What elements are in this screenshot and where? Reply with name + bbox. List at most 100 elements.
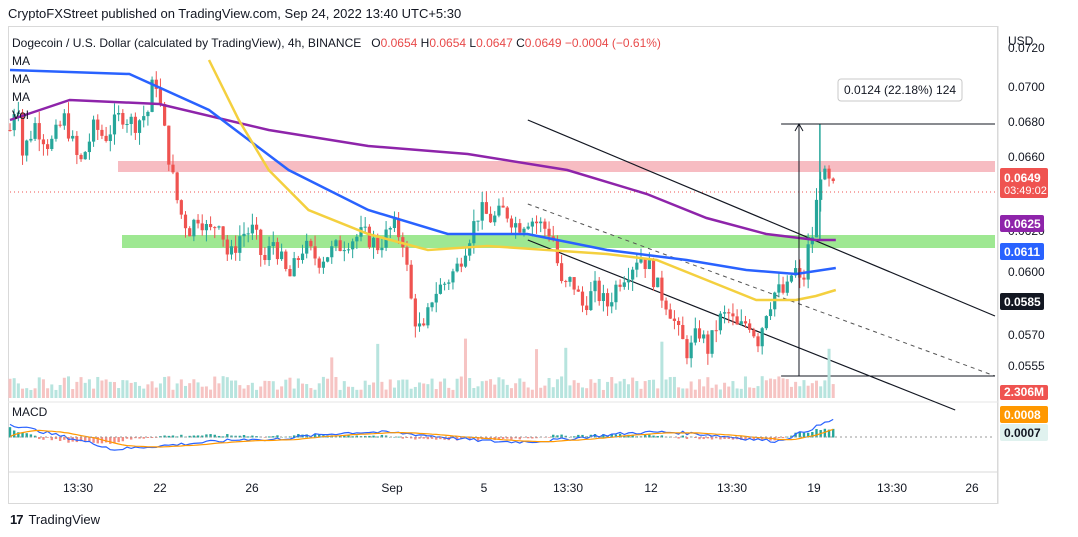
volume-bar bbox=[580, 387, 584, 398]
candle-down bbox=[221, 226, 225, 240]
volume-bar bbox=[706, 377, 710, 398]
macd-hist-bar bbox=[393, 436, 396, 438]
volume-bar bbox=[67, 376, 71, 398]
volume-bar bbox=[760, 376, 764, 398]
macd-hist-bar bbox=[17, 432, 20, 438]
candle-up bbox=[760, 328, 764, 347]
indicator-ma-50[interactable]: MA bbox=[12, 90, 30, 104]
currency-label: USD bbox=[1008, 34, 1034, 48]
macd-hist-bar bbox=[25, 433, 28, 438]
volume-bar bbox=[87, 379, 91, 398]
macd-hist-bar bbox=[698, 437, 701, 440]
candle-up bbox=[593, 280, 597, 292]
candle-down bbox=[208, 224, 213, 228]
macd-hist-bar bbox=[129, 437, 133, 440]
candle-up bbox=[514, 223, 518, 228]
macd-hist-bar bbox=[188, 435, 191, 438]
candle-up bbox=[50, 138, 54, 149]
open-label: O bbox=[371, 36, 381, 50]
candle-up bbox=[292, 258, 296, 277]
candle-down bbox=[259, 229, 263, 255]
candle-down bbox=[564, 281, 568, 283]
candle-down bbox=[288, 268, 292, 277]
candle-up bbox=[463, 255, 468, 267]
volume-bar bbox=[209, 389, 213, 398]
volume-bar bbox=[555, 379, 559, 398]
candle-up bbox=[480, 202, 484, 221]
candle-up bbox=[451, 271, 455, 283]
volume-bar bbox=[62, 377, 66, 398]
macd-hist-bar bbox=[288, 436, 292, 438]
volume-bar bbox=[430, 378, 434, 398]
macd-hist-bar bbox=[677, 437, 680, 439]
macd-hist-bar bbox=[422, 437, 425, 439]
candle-down bbox=[668, 309, 672, 319]
candle-down bbox=[154, 79, 158, 89]
tradingview-logo-icon: 17 bbox=[10, 512, 24, 527]
macd-hist-bar bbox=[134, 437, 137, 439]
volume-bar bbox=[234, 380, 238, 398]
candle-up bbox=[125, 124, 129, 126]
price-tick-label: 0.0700 bbox=[1008, 80, 1045, 94]
volume-bar bbox=[163, 376, 167, 398]
candle-up bbox=[229, 246, 234, 255]
volume-bar bbox=[200, 386, 204, 398]
volume-bar bbox=[547, 378, 551, 398]
indicator-volume[interactable]: Vol bbox=[12, 108, 29, 122]
indicator-ma-200[interactable]: MA bbox=[12, 54, 30, 68]
volume-bar bbox=[41, 379, 45, 398]
volume-bar bbox=[810, 383, 814, 398]
macd-indicator-label[interactable]: MACD bbox=[12, 405, 48, 419]
volume-bar bbox=[631, 377, 635, 398]
volume-bar bbox=[242, 388, 246, 398]
candle-up bbox=[150, 79, 154, 112]
macd-hist-bar bbox=[88, 437, 91, 442]
volume-bar bbox=[138, 385, 142, 398]
volume-bar bbox=[301, 383, 305, 398]
volume-bar bbox=[806, 385, 810, 398]
volume-bar bbox=[351, 386, 355, 398]
macd-hist-bar bbox=[435, 437, 438, 440]
candle-up bbox=[363, 226, 367, 228]
candle-down bbox=[196, 219, 200, 224]
macd-hist-bar bbox=[468, 437, 471, 440]
volume-bar bbox=[21, 388, 25, 398]
volume-bar bbox=[660, 341, 664, 398]
volume-bar bbox=[184, 385, 188, 398]
macd-hist-bar bbox=[305, 434, 308, 438]
volume-bar bbox=[321, 376, 325, 398]
volume-bar bbox=[610, 377, 614, 398]
macd-hist-bar bbox=[518, 437, 522, 440]
macd-hist-bar bbox=[213, 434, 216, 438]
volume-badge-bg bbox=[1000, 385, 1048, 400]
volume-bar bbox=[827, 348, 831, 398]
candle-up bbox=[497, 205, 501, 216]
volume-bar bbox=[455, 378, 459, 398]
candle-down bbox=[534, 221, 539, 224]
candle-up bbox=[438, 284, 443, 294]
macd-hist-bar bbox=[397, 436, 400, 438]
candle-up bbox=[204, 224, 209, 231]
volume-bar bbox=[213, 376, 217, 398]
volume-bar bbox=[313, 389, 317, 398]
macd-hist-bar bbox=[113, 437, 116, 444]
macd-hist-bar bbox=[581, 434, 584, 438]
footer-brand: 17 TradingView bbox=[10, 512, 100, 527]
volume-bar bbox=[438, 381, 442, 398]
candle-up bbox=[722, 312, 727, 314]
volume-bar bbox=[769, 378, 773, 398]
volume-bar bbox=[493, 384, 497, 398]
time-tick-label: 13:30 bbox=[553, 481, 583, 495]
macd-hist-bar bbox=[150, 437, 154, 438]
volume-bar bbox=[693, 389, 697, 398]
macd-hist-bar bbox=[138, 437, 141, 439]
candle-up bbox=[271, 242, 275, 247]
close-label: C bbox=[516, 36, 525, 50]
ma50-badge-bg bbox=[1000, 293, 1044, 310]
volume-bar bbox=[296, 378, 300, 398]
macd-hist-bar bbox=[171, 435, 175, 438]
macd-hist-bar bbox=[623, 435, 626, 438]
candle-down bbox=[413, 298, 417, 327]
indicator-ma-100[interactable]: MA bbox=[12, 72, 30, 86]
